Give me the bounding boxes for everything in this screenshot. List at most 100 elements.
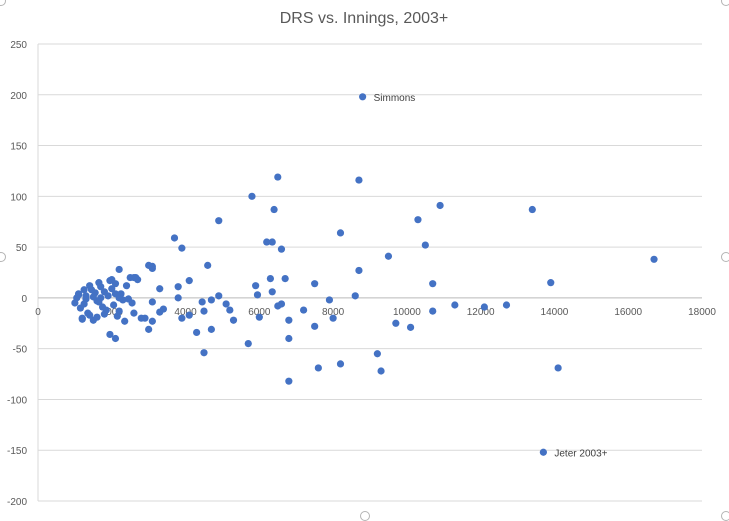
data-point bbox=[285, 377, 293, 385]
data-point bbox=[89, 293, 97, 301]
data-point bbox=[255, 313, 263, 321]
resize-handle-left[interactable] bbox=[0, 252, 6, 262]
data-point bbox=[480, 303, 488, 311]
x-tick-label: 4000 bbox=[174, 307, 197, 318]
x-tick-label: 8000 bbox=[322, 307, 345, 318]
data-point bbox=[226, 306, 234, 314]
data-point bbox=[204, 261, 212, 269]
data-point bbox=[145, 325, 153, 333]
x-tick-label: 18000 bbox=[688, 307, 716, 318]
data-point bbox=[336, 360, 345, 368]
data-point bbox=[285, 316, 293, 324]
data-point bbox=[252, 282, 260, 290]
data-point bbox=[80, 286, 88, 294]
x-tick-label: 12000 bbox=[467, 307, 495, 318]
data-point bbox=[392, 319, 400, 327]
data-point bbox=[207, 296, 215, 304]
x-tick-label: 0 bbox=[35, 307, 41, 318]
data-point bbox=[329, 314, 337, 322]
data-point bbox=[222, 300, 230, 308]
x-tick-label: 6000 bbox=[248, 307, 271, 318]
data-point bbox=[156, 308, 164, 316]
data-point bbox=[215, 217, 223, 225]
data-label: Jeter 2003+ bbox=[554, 448, 607, 459]
data-point bbox=[268, 238, 276, 246]
data-point bbox=[174, 283, 182, 291]
data-point bbox=[355, 266, 363, 275]
data-point bbox=[93, 313, 101, 321]
data-point bbox=[106, 330, 114, 339]
data-point bbox=[406, 323, 415, 331]
data-point bbox=[274, 173, 282, 181]
resize-handle-bottom-right[interactable] bbox=[721, 511, 729, 521]
x-tick-label: 14000 bbox=[541, 307, 569, 318]
resize-handle-top-left[interactable] bbox=[0, 0, 6, 6]
y-tick-label: 250 bbox=[10, 40, 27, 51]
data-point bbox=[128, 299, 136, 307]
data-point bbox=[277, 300, 286, 308]
data-point bbox=[429, 280, 437, 288]
y-tick-label: -100 bbox=[7, 395, 27, 406]
data-point bbox=[373, 350, 381, 358]
data-point bbox=[268, 288, 276, 296]
y-tick-label: 200 bbox=[10, 91, 27, 102]
resize-handle-top-right[interactable] bbox=[721, 0, 729, 6]
data-point bbox=[377, 367, 385, 375]
data-point bbox=[82, 295, 90, 303]
data-point bbox=[351, 292, 359, 300]
data-point bbox=[100, 310, 108, 318]
data-point bbox=[436, 201, 444, 210]
data-point bbox=[325, 296, 334, 304]
data-labels: Simmons Jeter 2003+ bbox=[374, 93, 608, 459]
data-point bbox=[178, 314, 186, 322]
data-point bbox=[311, 322, 319, 330]
data-point bbox=[384, 252, 393, 260]
data-point bbox=[74, 291, 83, 299]
data-point bbox=[86, 311, 94, 319]
data-point bbox=[300, 306, 308, 314]
gridlines bbox=[38, 43, 702, 502]
data-point bbox=[156, 285, 164, 293]
data-point bbox=[528, 205, 536, 214]
data-point bbox=[121, 317, 129, 325]
data-point bbox=[148, 317, 156, 325]
data-point bbox=[270, 205, 278, 214]
data-point bbox=[115, 294, 123, 302]
x-tick-label: 10000 bbox=[393, 307, 421, 318]
resize-handle-right[interactable] bbox=[721, 252, 729, 262]
data-point bbox=[148, 262, 156, 271]
data-point bbox=[285, 334, 293, 343]
data-point bbox=[115, 265, 123, 274]
data-point bbox=[359, 93, 367, 101]
data-point bbox=[429, 307, 437, 315]
data-point bbox=[336, 229, 345, 237]
data-point bbox=[97, 283, 105, 291]
data-point bbox=[198, 298, 206, 306]
data-point bbox=[248, 192, 256, 200]
data-point bbox=[185, 277, 193, 285]
data-point bbox=[215, 292, 223, 300]
data-point bbox=[554, 364, 562, 372]
data-point bbox=[130, 273, 138, 282]
axes bbox=[37, 44, 702, 501]
y-tick-label: 0 bbox=[21, 294, 27, 305]
data-point bbox=[355, 176, 363, 184]
data-point bbox=[108, 285, 116, 293]
data-point bbox=[148, 298, 156, 306]
data-point bbox=[78, 315, 86, 323]
y-tick-label: -50 bbox=[13, 345, 28, 356]
data-point bbox=[311, 280, 319, 288]
data-point bbox=[650, 255, 658, 263]
data-point bbox=[108, 276, 116, 284]
y-tick-label: -150 bbox=[7, 446, 27, 457]
data-label: Simmons bbox=[374, 93, 416, 104]
data-point bbox=[130, 309, 138, 317]
data-point bbox=[122, 282, 131, 290]
data-point bbox=[104, 292, 112, 300]
data-point bbox=[193, 328, 201, 337]
data-point bbox=[414, 216, 422, 224]
resize-handle-bottom[interactable] bbox=[360, 511, 370, 521]
data-points bbox=[71, 93, 658, 456]
data-point bbox=[207, 325, 215, 333]
